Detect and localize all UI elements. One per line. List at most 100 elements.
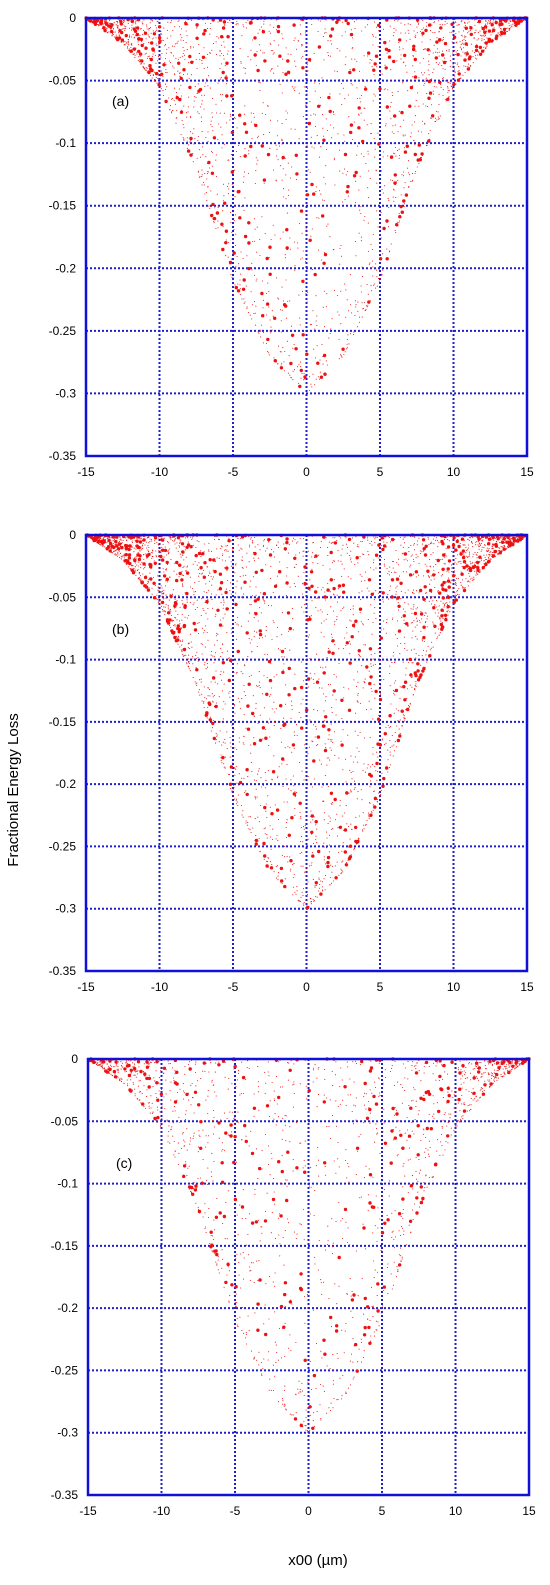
data-point-small [390, 571, 393, 574]
data-point-small [391, 662, 393, 664]
data-point-small [395, 155, 397, 157]
data-point-small [364, 86, 366, 88]
data-point-small [246, 566, 248, 568]
data-point-small [197, 632, 200, 635]
data-point-small [443, 539, 445, 541]
data-point-small [252, 542, 254, 544]
data-point-small [134, 56, 136, 58]
data-point-small [269, 861, 271, 863]
data-point-small [361, 266, 363, 268]
data-point-small [379, 659, 381, 661]
data-point-small [350, 620, 352, 622]
data-point-small [279, 83, 281, 85]
data-point-small [461, 42, 463, 44]
data-point-small [330, 328, 332, 330]
data-point-small [198, 112, 200, 114]
data-point-small [448, 89, 450, 92]
data-point-small [207, 85, 209, 87]
data-point-small [220, 721, 222, 723]
data-point-small [192, 132, 194, 134]
data-point-small [214, 644, 216, 646]
data-point-small [270, 32, 272, 34]
panel-b: 0-0.05-0.1-0.15-0.2-0.25-0.3-0.35-15 -10-… [49, 528, 534, 994]
data-point-small [376, 276, 378, 278]
data-point-small [352, 770, 354, 773]
data-point-small [301, 583, 304, 585]
data-point-small [177, 643, 179, 645]
data-point-small [241, 814, 243, 816]
data-point-small [207, 141, 209, 143]
data-point-small [273, 357, 275, 359]
data-point-small [280, 331, 282, 333]
data-point-small [220, 100, 222, 102]
x-tick-labels: -15 -10 -5 0 5 10 15 [77, 465, 534, 479]
data-point-small [407, 29, 409, 31]
data-point-small [471, 545, 474, 548]
data-point-small [399, 536, 401, 538]
data-point-small [212, 569, 214, 571]
data-point-small [413, 573, 415, 575]
data-point-small [434, 612, 436, 614]
data-point-large [498, 22, 502, 27]
data-point-small [121, 28, 123, 30]
data-point-small [293, 241, 296, 243]
data-point-small [175, 117, 177, 119]
data-point-small [288, 544, 290, 546]
data-point-large [243, 122, 247, 126]
data-point-small [325, 19, 327, 21]
data-point-large [383, 40, 387, 45]
data-point-large [405, 144, 409, 148]
data-point-small [275, 144, 277, 146]
data-point-small [435, 62, 437, 64]
data-point-small [374, 95, 376, 97]
data-point-small [279, 238, 281, 240]
data-point-small [346, 862, 348, 864]
data-point-small [408, 706, 410, 708]
data-point-small [337, 133, 339, 135]
data-point-small [450, 582, 452, 584]
data-point-small [383, 620, 385, 622]
data-point-small [488, 547, 490, 550]
data-point-small [218, 557, 220, 559]
data-point-small [353, 847, 356, 850]
data-point-small [397, 91, 399, 93]
data-point-small [229, 756, 231, 758]
data-point-small [223, 700, 225, 702]
data-point-small [287, 788, 290, 790]
data-point-large [446, 97, 450, 102]
data-point-small [116, 25, 118, 27]
data-point-small [388, 574, 391, 576]
data-point-large [222, 20, 227, 24]
data-point-small [360, 621, 362, 623]
data-point-small [439, 632, 441, 634]
data-point-small [248, 546, 251, 548]
data-point-small [460, 49, 463, 51]
data-point-small [393, 189, 395, 191]
data-point-small [334, 754, 336, 756]
data-point-small [133, 568, 135, 570]
data-point-small [332, 560, 334, 562]
data-point-small [237, 616, 239, 618]
data-point-small [212, 130, 214, 132]
data-point-small [311, 852, 313, 854]
data-point-small [158, 81, 160, 84]
data-point-small [115, 554, 117, 556]
data-point-small [234, 284, 236, 286]
data-point-small [449, 31, 451, 33]
data-point-small [369, 802, 371, 804]
data-point-small [380, 756, 383, 758]
data-point-small [388, 767, 391, 769]
data-point-small [131, 42, 133, 45]
data-point-small [192, 563, 194, 565]
data-point-small [414, 71, 416, 73]
data-point-small [373, 790, 375, 792]
data-point-small [442, 89, 444, 91]
data-point-small [118, 550, 120, 552]
data-point-small [253, 617, 255, 619]
data-point-small [357, 562, 359, 564]
data-point-small [154, 540, 156, 542]
data-point-small [406, 625, 408, 627]
data-point-small [186, 601, 188, 603]
data-point-small [477, 32, 479, 34]
data-point-small [193, 594, 195, 596]
